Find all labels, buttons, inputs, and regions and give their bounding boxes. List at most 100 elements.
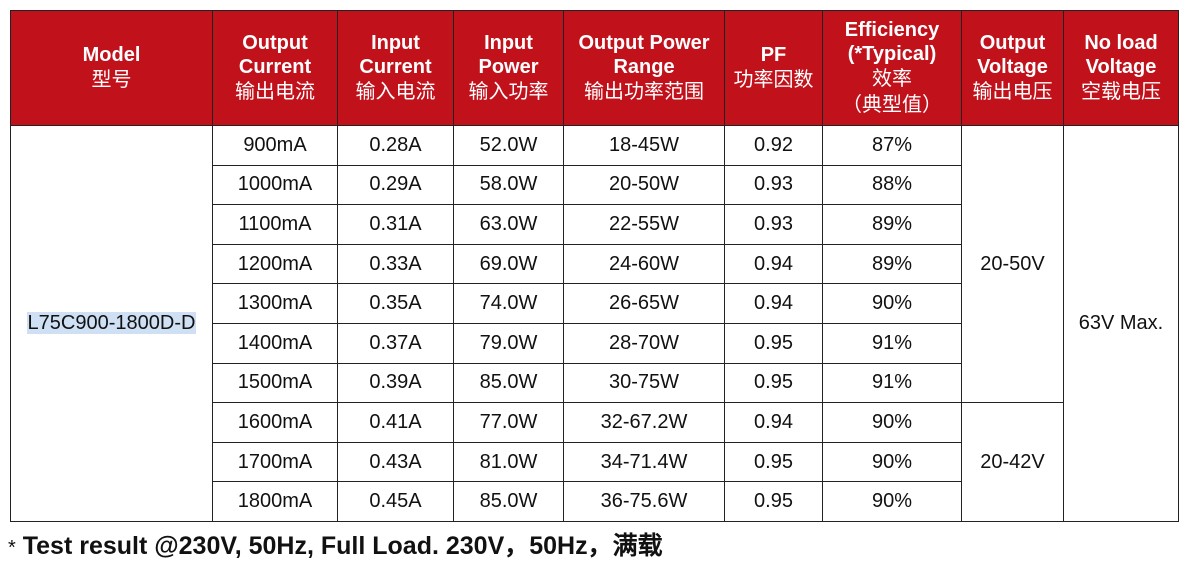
cell-output-current: 900mA bbox=[212, 125, 338, 166]
cell-input-current: 0.29A bbox=[337, 164, 454, 206]
cell-output-current: 1000mA bbox=[212, 164, 338, 206]
footnote-star: * bbox=[8, 537, 16, 559]
output-voltage-cell: 20-42V bbox=[961, 402, 1064, 522]
cell-pf: 0.94 bbox=[724, 402, 823, 443]
footnote-text: Test result @230V, 50Hz, Full Load. 230V… bbox=[15, 532, 663, 560]
cell-input-current: 0.39A bbox=[337, 362, 454, 404]
header-input-current-en: Current bbox=[359, 56, 432, 78]
header-efficiency-en: Efficiency bbox=[844, 19, 940, 41]
header-input-current-en: Input bbox=[371, 32, 420, 54]
cell-efficiency: 91% bbox=[822, 322, 962, 364]
output-voltage-cell: 20-50V bbox=[961, 124, 1064, 404]
model-cell: L75C900-1800D-D bbox=[10, 125, 213, 522]
cell-pf: 0.94 bbox=[724, 243, 823, 285]
header-no-load-voltage: No load Voltage 空载电压 bbox=[1063, 10, 1179, 126]
cell-output-current: 1500mA bbox=[212, 362, 338, 404]
table-row: 1400mA 0.37A 79.0W 28-70W 0.95 91% bbox=[11, 322, 1179, 364]
header-no-load-voltage-en: No load bbox=[1084, 32, 1158, 54]
cell-input-current: 0.33A bbox=[337, 243, 454, 285]
cell-output-current: 1600mA bbox=[212, 402, 338, 443]
header-pf-zh: 功率因数 bbox=[733, 69, 814, 91]
cell-efficiency: 91% bbox=[822, 362, 962, 404]
table-row: 1300mA 0.35A 74.0W 26-65W 0.94 90% bbox=[11, 283, 1179, 324]
table-row: 1000mA 0.29A 58.0W 20-50W 0.93 88% bbox=[11, 164, 1179, 206]
header-output-voltage-zh: 输出电压 bbox=[972, 81, 1053, 103]
cell-power-range: 30-75W bbox=[563, 362, 725, 404]
header-input-power-en: Power bbox=[478, 56, 539, 78]
cell-pf: 0.92 bbox=[724, 125, 823, 166]
cell-input-current: 0.28A bbox=[337, 125, 454, 166]
cell-output-current: 1200mA bbox=[212, 243, 338, 285]
header-row: Model 型号 Output Current 输出电流 Input Current 输入电流… bbox=[10, 10, 1179, 126]
header-input-current: Input Current 输入电流 bbox=[337, 10, 454, 126]
cell-output-current: 1400mA bbox=[212, 322, 338, 364]
cell-efficiency: 90% bbox=[822, 441, 962, 483]
cell-power-range: 22-55W bbox=[563, 204, 725, 245]
header-efficiency-en: (*Typical) bbox=[847, 43, 937, 65]
header-model-en: Model bbox=[82, 44, 141, 66]
cell-pf: 0.93 bbox=[724, 204, 823, 245]
cell-pf: 0.95 bbox=[724, 322, 823, 364]
cell-power-range: 36-75.6W bbox=[563, 481, 725, 522]
header-no-load-voltage-en: Voltage bbox=[1085, 56, 1157, 78]
header-output-current: Output Current 输出电流 bbox=[212, 10, 338, 126]
header-no-load-voltage-zh: 空载电压 bbox=[1081, 81, 1161, 103]
table-row: L75C900-1800D-D 900mA 0.28A 52.0W 18-45W 0.92… bbox=[10, 124, 1179, 522]
table-row: 1200mA 0.33A 69.0W 24-60W 0.94 89% bbox=[11, 243, 1179, 285]
cell-efficiency: 89% bbox=[822, 204, 962, 245]
header-output-voltage: Output Voltage 输出电压 bbox=[961, 10, 1064, 126]
cell-input-power: 81.0W bbox=[453, 441, 564, 483]
cell-input-power: 69.0W bbox=[453, 243, 564, 285]
cell-pf: 0.93 bbox=[724, 164, 823, 206]
cell-input-current: 0.37A bbox=[337, 322, 454, 364]
header-pf-en: PF bbox=[760, 44, 787, 66]
cell-input-current: 0.31A bbox=[337, 204, 454, 245]
cell-efficiency: 88% bbox=[822, 164, 962, 206]
header-output-power-range-zh: 输出功率范围 bbox=[584, 81, 704, 103]
cell-input-power: 79.0W bbox=[453, 322, 564, 364]
header-output-current-zh: 输出电流 bbox=[235, 81, 315, 103]
cell-input-current: 0.35A bbox=[337, 283, 454, 324]
cell-output-current: 1700mA bbox=[212, 441, 338, 483]
table-body: L75C900-1800D-D 900mA 0.28A 52.0W 18-45W 0.92… bbox=[10, 124, 1179, 522]
header-output-current-en: Current bbox=[238, 56, 312, 78]
header-input-power-en: Input bbox=[484, 32, 533, 54]
cell-power-range: 24-60W bbox=[563, 243, 725, 285]
cell-input-current: 0.45A bbox=[337, 481, 454, 522]
header-input-power: Input Power 输入功率 bbox=[453, 10, 564, 126]
cell-power-range: 18-45W bbox=[563, 125, 725, 166]
header-output-power-range-en: Output Power bbox=[578, 32, 710, 54]
header-input-current-zh: 输入电流 bbox=[355, 81, 436, 103]
cell-power-range: 26-65W bbox=[563, 283, 725, 324]
table-row: 1800mA 0.45A 85.0W 36-75.6W 0.95 90% bbox=[11, 481, 1179, 522]
cell-output-current: 1100mA bbox=[212, 204, 338, 245]
table-row: 1600mA 0.41A 77.0W 32-67.2W 0.94 90% 20-42V bbox=[11, 402, 1179, 522]
header-input-power-zh: 输入功率 bbox=[468, 81, 549, 103]
cell-pf: 0.95 bbox=[724, 362, 823, 404]
cell-input-power: 52.0W bbox=[453, 125, 564, 166]
cell-pf: 0.95 bbox=[724, 481, 823, 522]
table-row: 1500mA 0.39A 85.0W 30-75W 0.95 91% bbox=[11, 362, 1179, 404]
header-model-zh: 型号 bbox=[91, 69, 132, 91]
cell-power-range: 28-70W bbox=[563, 322, 725, 364]
header-output-power-range-en: Range bbox=[613, 56, 675, 78]
cell-input-power: 63.0W bbox=[453, 204, 564, 245]
cell-input-power: 74.0W bbox=[453, 283, 564, 324]
cell-pf: 0.94 bbox=[724, 283, 823, 324]
header-output-power-range: Output Power Range 输出功率范围 bbox=[563, 10, 725, 126]
cell-power-range: 32-67.2W bbox=[563, 402, 725, 443]
header-model: Model 型号 bbox=[10, 10, 213, 126]
header-output-voltage-en: Output bbox=[979, 32, 1046, 54]
header-efficiency-zh: （典型值） bbox=[842, 94, 942, 116]
table-row: 1700mA 0.43A 81.0W 34-71.4W 0.95 90% bbox=[11, 441, 1179, 483]
cell-input-power: 77.0W bbox=[453, 402, 564, 443]
cell-power-range: 34-71.4W bbox=[563, 441, 725, 483]
header-efficiency-zh: 效率 bbox=[872, 68, 912, 90]
cell-input-power: 85.0W bbox=[453, 481, 564, 522]
spec-table: Model 型号 Output Current 输出电流 Input Current 输入电流… bbox=[10, 10, 1179, 522]
cell-efficiency: 89% bbox=[822, 243, 962, 285]
no-load-voltage-cell: 63V Max. bbox=[1063, 125, 1179, 522]
cell-efficiency: 87% bbox=[822, 125, 962, 166]
header-pf: PF 功率因数 bbox=[724, 10, 823, 126]
table-row: 1100mA 0.31A 63.0W 22-55W 0.93 89% bbox=[11, 204, 1179, 245]
